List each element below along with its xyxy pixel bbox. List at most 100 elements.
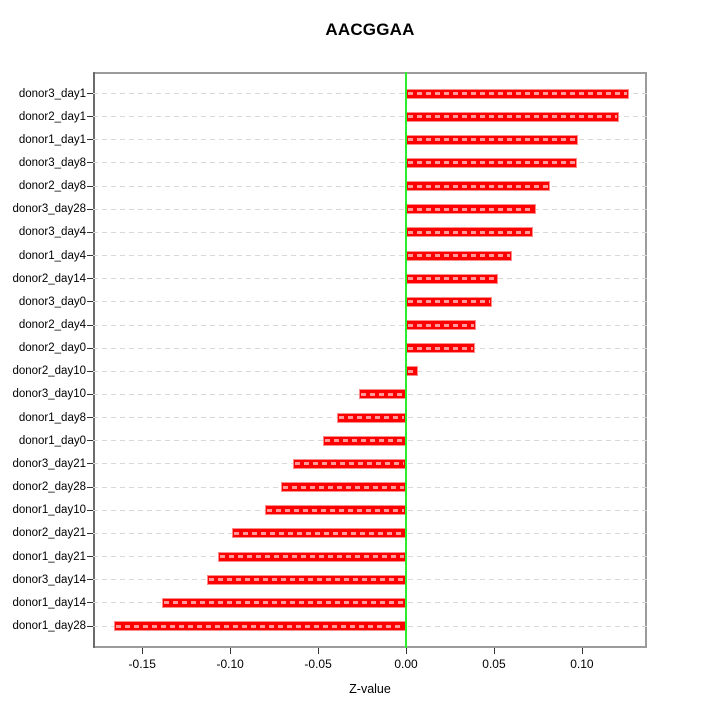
y-axis-label: donor2_day8 bbox=[18, 180, 86, 193]
bar bbox=[406, 343, 475, 354]
bar-inner-dash bbox=[408, 184, 549, 188]
bar-inner-dash bbox=[408, 254, 510, 258]
bar-inner-dash bbox=[360, 392, 405, 396]
bar bbox=[406, 88, 630, 99]
y-axis-label: donor3_day14 bbox=[12, 573, 86, 586]
zero-line bbox=[405, 72, 408, 648]
y-axis-label: donor1_day21 bbox=[12, 550, 86, 563]
y-axis-label: donor1_day8 bbox=[18, 411, 86, 424]
gridline bbox=[93, 301, 647, 303]
x-axis-tick bbox=[406, 648, 408, 654]
bar-inner-dash bbox=[116, 624, 405, 628]
gridline bbox=[93, 370, 647, 372]
bar bbox=[217, 551, 407, 562]
y-axis-tick bbox=[87, 301, 93, 303]
bar bbox=[406, 366, 419, 377]
x-axis-tick-label: -0.10 bbox=[216, 657, 244, 671]
bar-inner-dash bbox=[219, 555, 405, 559]
gridline bbox=[93, 93, 647, 94]
x-axis-tick-label: 0.10 bbox=[570, 657, 594, 671]
x-axis-tick bbox=[318, 648, 320, 654]
y-axis-tick bbox=[87, 116, 93, 118]
y-axis-tick bbox=[87, 162, 93, 164]
bar bbox=[323, 435, 407, 446]
y-axis-tick bbox=[87, 579, 93, 581]
x-axis-tick bbox=[230, 648, 232, 654]
bar-inner-dash bbox=[408, 115, 617, 119]
bar bbox=[265, 505, 407, 516]
y-axis-label: donor1_day10 bbox=[12, 504, 86, 517]
gridline bbox=[93, 278, 647, 280]
bar bbox=[337, 412, 407, 423]
y-axis-label: donor2_day1 bbox=[18, 110, 86, 123]
bar-inner-dash bbox=[295, 462, 405, 466]
x-axis-tick-label: -0.05 bbox=[304, 657, 332, 671]
bar-inner-dash bbox=[325, 439, 405, 443]
bar-inner-dash bbox=[267, 508, 405, 512]
y-axis-tick bbox=[87, 625, 93, 627]
bar-inner-dash bbox=[408, 138, 577, 142]
y-axis-tick bbox=[87, 509, 93, 511]
gridline bbox=[93, 139, 647, 141]
bar bbox=[406, 181, 551, 192]
bar-inner-dash bbox=[408, 346, 473, 350]
y-axis-tick bbox=[87, 93, 93, 94]
y-axis-label: donor3_day10 bbox=[12, 388, 86, 401]
bar bbox=[406, 273, 498, 284]
bar bbox=[406, 134, 579, 145]
y-axis-label: donor3_day4 bbox=[18, 226, 86, 239]
bar bbox=[406, 320, 477, 331]
bar-inner-dash bbox=[408, 230, 531, 234]
bar bbox=[406, 157, 577, 168]
y-axis-label: donor2_day14 bbox=[12, 272, 86, 285]
bar-inner-dash bbox=[408, 161, 575, 165]
y-axis-label: donor1_day1 bbox=[18, 133, 86, 146]
y-axis-label: donor1_day14 bbox=[12, 596, 86, 609]
gridline bbox=[93, 116, 647, 118]
y-axis-tick bbox=[87, 347, 93, 349]
bar-inner-dash bbox=[408, 369, 417, 373]
bar bbox=[406, 250, 512, 261]
y-axis-label: donor1_day4 bbox=[18, 249, 86, 262]
y-axis-label: donor2_day21 bbox=[12, 527, 86, 540]
y-axis-tick bbox=[87, 486, 93, 488]
y-axis-tick bbox=[87, 278, 93, 280]
bar bbox=[406, 111, 619, 122]
y-axis-label: donor2_day0 bbox=[18, 342, 86, 355]
bar bbox=[231, 528, 407, 539]
x-axis-tick-label: 0.05 bbox=[482, 657, 506, 671]
bar-inner-dash bbox=[283, 485, 405, 489]
bar-inner-dash bbox=[408, 92, 628, 95]
y-axis-label: donor2_day10 bbox=[12, 365, 86, 378]
x-axis-tick bbox=[142, 648, 144, 654]
bar bbox=[114, 621, 407, 631]
y-axis-tick bbox=[87, 255, 93, 257]
y-axis-tick bbox=[87, 556, 93, 558]
chart-title: AACGGAA bbox=[325, 20, 415, 39]
y-axis-tick bbox=[87, 393, 93, 395]
gridline bbox=[93, 324, 647, 326]
gridline bbox=[93, 347, 647, 349]
bar bbox=[406, 296, 493, 307]
x-axis-tick bbox=[493, 648, 495, 654]
x-axis-tick-label: -0.15 bbox=[128, 657, 156, 671]
bar bbox=[406, 227, 533, 238]
y-axis-tick bbox=[87, 463, 93, 465]
y-axis-label: donor3_day1 bbox=[18, 87, 86, 100]
y-axis-label: donor3_day0 bbox=[18, 295, 86, 308]
x-axis-tick-label: 0.00 bbox=[394, 657, 418, 671]
bar-inner-dash bbox=[163, 601, 405, 605]
bar-inner-dash bbox=[408, 207, 535, 211]
y-axis-label: donor1_day28 bbox=[12, 620, 86, 632]
bar bbox=[161, 597, 407, 608]
y-axis-label: donor3_day21 bbox=[12, 457, 86, 470]
bar-inner-dash bbox=[209, 578, 405, 582]
y-axis-label: donor1_day0 bbox=[18, 434, 86, 447]
y-axis-tick bbox=[87, 324, 93, 326]
bar bbox=[207, 574, 407, 585]
bar-inner-dash bbox=[408, 323, 475, 327]
y-axis-tick bbox=[87, 139, 93, 141]
y-axis-tick bbox=[87, 417, 93, 419]
bar bbox=[293, 458, 407, 469]
gridline bbox=[93, 255, 647, 257]
